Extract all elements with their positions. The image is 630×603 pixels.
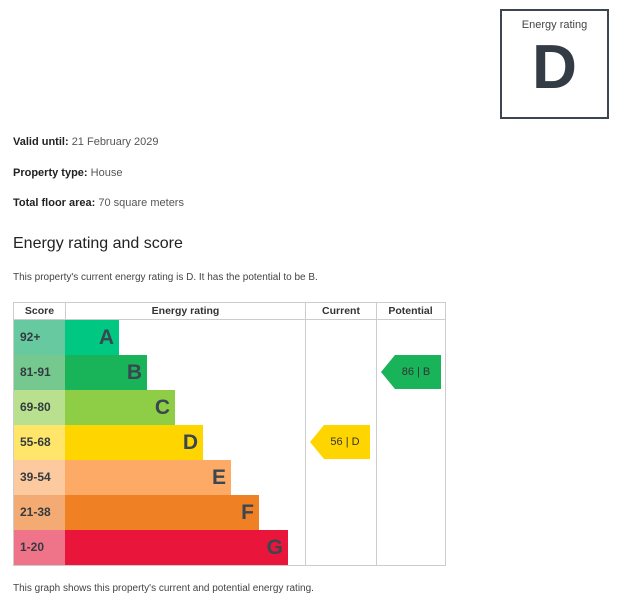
rating-bar-D: D: [65, 425, 203, 460]
value: House: [90, 167, 123, 179]
value: 21 February 2029: [71, 136, 159, 148]
score-band-D: 55-68: [14, 425, 65, 460]
rating-bar-B: B: [65, 355, 147, 390]
divider: [305, 303, 306, 565]
header-rating: Energy rating: [65, 303, 306, 320]
section-heading: Energy rating and score: [13, 235, 183, 252]
footer-text: This graph shows this property's current…: [13, 583, 314, 594]
summary-text: This property's current energy rating is…: [13, 272, 318, 283]
badge-label: Energy rating: [521, 19, 588, 31]
score-band-G: 1-20: [14, 530, 65, 565]
header-current: Current: [306, 303, 376, 320]
energy-rating-table: Score Energy rating Current Potential 56…: [13, 302, 446, 566]
value: 70 square meters: [98, 197, 184, 209]
rating-bar-G: G: [65, 530, 288, 565]
floor-area: Total floor area: 70 square meters: [13, 197, 184, 209]
label: Property type:: [13, 167, 88, 179]
energy-rating-badge: Energy rating D: [500, 9, 609, 119]
rating-bar-C: C: [65, 390, 175, 425]
badge-value: D: [532, 33, 577, 102]
divider: [376, 303, 377, 565]
header-potential: Potential: [376, 303, 445, 320]
property-type: Property type: House: [13, 167, 122, 179]
score-band-F: 21-38: [14, 495, 65, 530]
rating-bar-F: F: [65, 495, 259, 530]
score-band-B: 81-91: [14, 355, 65, 390]
label: Valid until:: [13, 136, 69, 148]
header-score: Score: [14, 303, 65, 320]
score-band-A: 92+: [14, 320, 65, 355]
valid-until: Valid until: 21 February 2029: [13, 136, 159, 148]
rating-bar-E: E: [65, 460, 231, 495]
label: Total floor area:: [13, 197, 96, 209]
score-band-C: 69-80: [14, 390, 65, 425]
current-rating-arrow: 56 | D: [310, 425, 370, 459]
potential-rating-arrow: 86 | B: [381, 355, 441, 389]
rating-bar-A: A: [65, 320, 119, 355]
score-band-E: 39-54: [14, 460, 65, 495]
